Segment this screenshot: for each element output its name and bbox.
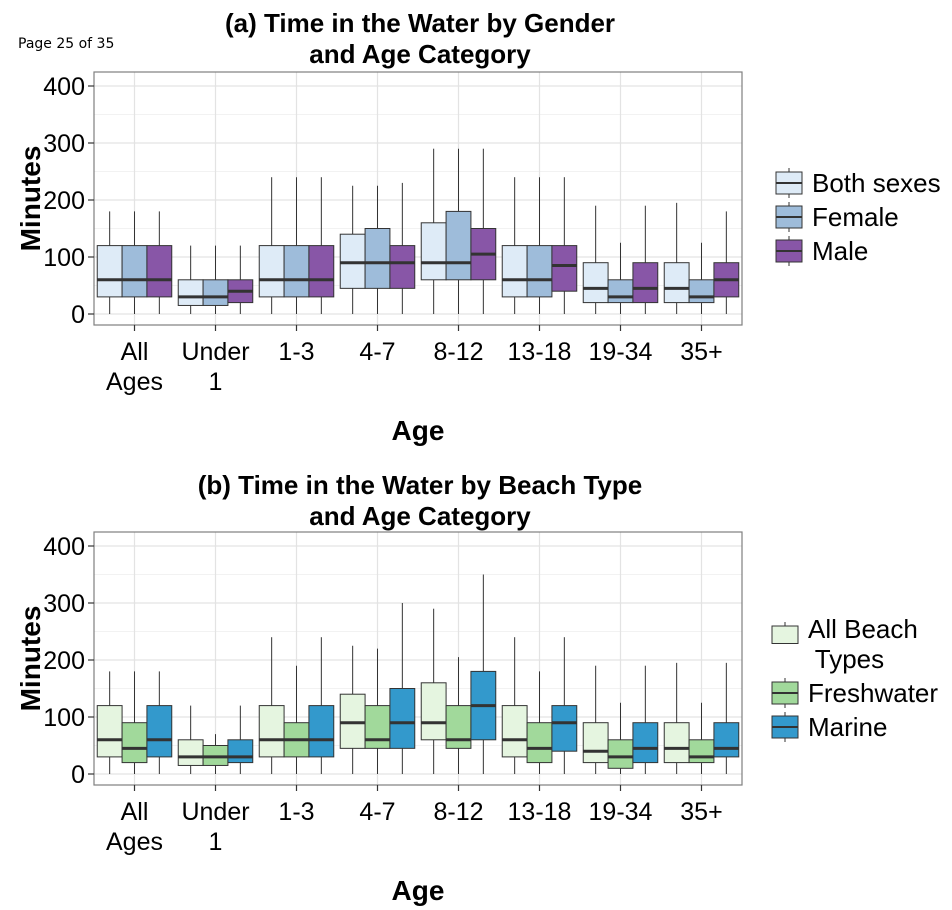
chart-b-title-line-1: (b) Time in the Water by Beach Type [197, 470, 643, 500]
chart-b-box [607, 739, 634, 769]
chart-a-box [283, 245, 310, 298]
chart-b-box [177, 739, 204, 766]
chart-a-box [501, 245, 528, 298]
chart-a-ytick-label: 200 [43, 187, 85, 215]
chart-a-xtick-label: Under 1 [181, 338, 249, 396]
chart-a-legend-key [775, 202, 803, 232]
chart-a-ytick-label: 0 [71, 301, 85, 329]
chart-b-box [389, 688, 416, 749]
chart-b-box [445, 705, 472, 749]
chart-a-box [420, 222, 447, 281]
chart-a-box [308, 245, 335, 298]
chart-a-box [389, 245, 416, 289]
chart-b-box [96, 705, 123, 758]
chart-a-ytick-label: 300 [43, 130, 85, 158]
chart-b-ytick-label: 0 [71, 761, 85, 789]
chart-b-box [121, 722, 148, 764]
page-header: Page 25 of 35 [18, 36, 115, 52]
chart-b-ytick-label: 400 [43, 533, 85, 561]
chart-b-box [632, 722, 659, 764]
chart-a-box [551, 245, 578, 292]
chart-b-box [364, 705, 391, 749]
chart-b-title-line-2: and Age Category [309, 501, 531, 531]
chart-a-ylabel: Minutes [15, 146, 46, 252]
chart-a-xtick-label: 1-3 [278, 338, 314, 366]
chart-b-legend-label: All Beach Types [808, 614, 918, 674]
chart-b-xtick-label: 19-34 [589, 798, 653, 826]
chart-a-box [364, 228, 391, 289]
chart-a-box [582, 262, 609, 304]
chart-b-ytick-label: 100 [43, 704, 85, 732]
chart-a-box [632, 262, 659, 304]
chart-a-legend-key [775, 168, 803, 198]
chart-a-ytick-label: 100 [43, 244, 85, 272]
chart-a-title-line-2: and Age Category [309, 39, 531, 69]
chart-b-xtick-label: 4-7 [359, 798, 395, 826]
chart-a-legend-label: Both sexes [812, 168, 941, 198]
chart-b-panel-border [93, 531, 743, 786]
chart-a-xtick-label: All Ages [106, 338, 163, 396]
chart-a-box [146, 245, 173, 298]
chart-a-box [202, 279, 229, 306]
chart-a-box [121, 245, 148, 298]
chart-b-legend-label: Freshwater [808, 678, 939, 708]
chart-a-panel-border [93, 71, 743, 326]
chart-b-box [420, 682, 447, 741]
chart-b-xtick-label: 13-18 [508, 798, 572, 826]
chart-b-xlabel: Age [392, 875, 445, 906]
chart-b-box [258, 705, 285, 758]
chart-b-legend-key [771, 678, 799, 708]
chart-b-box [146, 705, 173, 758]
chart-a-box [96, 245, 123, 298]
chart-a-box [607, 279, 634, 304]
chart-a-box [688, 279, 715, 304]
chart-a-xtick-label: 13-18 [508, 338, 572, 366]
chart-b-legend-label: Marine [808, 712, 888, 742]
chart-a-xtick-label: 8-12 [433, 338, 483, 366]
chart-b-legend-key [771, 712, 799, 742]
chart-b-box [713, 722, 740, 758]
chart-b-box [526, 722, 553, 764]
chart-a-legend-key [775, 236, 803, 266]
chart-b-ytick-label: 200 [43, 647, 85, 675]
chart-a-legend-label: Male [812, 236, 869, 266]
chart-a-box [526, 245, 553, 298]
chart-b-box [663, 722, 690, 764]
chart-b-box [308, 705, 335, 758]
chart-b-xtick-label: All Ages [106, 798, 163, 856]
chart-b-xtick-label: 1-3 [278, 798, 314, 826]
chart-a-title: (a) Time in the Water by Gender and Age … [90, 8, 750, 70]
chart-a-title-line-1: (a) Time in the Water by Gender [224, 8, 616, 38]
chart-b-box [582, 722, 609, 764]
chart-a-xtick-label: 35+ [680, 338, 722, 366]
chart-b-legend-key [771, 622, 799, 644]
chart-a-box [445, 210, 472, 281]
chart-b-xtick-label: Under 1 [181, 798, 249, 856]
chart-b-box [688, 739, 715, 764]
chart-b-ylabel: Minutes [15, 606, 46, 712]
chart-a-box [663, 262, 690, 304]
chart-b-box [551, 705, 578, 752]
chart-b-xtick-label: 35+ [680, 798, 722, 826]
chart-a-box [258, 245, 285, 298]
chart-a-xtick-label: 19-34 [589, 338, 653, 366]
chart-a-xlabel: Age [392, 415, 445, 446]
chart-b-title: (b) Time in the Water by Beach Type and … [90, 470, 750, 532]
chart-b-xtick-label: 8-12 [433, 798, 483, 826]
chart-a-legend-label: Female [812, 202, 899, 232]
chart-a-ytick-label: 400 [43, 73, 85, 101]
chart-a-box [177, 279, 204, 306]
chart-b-ytick-label: 300 [43, 590, 85, 618]
chart-b-box [501, 705, 528, 758]
chart-a-xtick-label: 4-7 [359, 338, 395, 366]
chart-b-box [227, 739, 254, 764]
